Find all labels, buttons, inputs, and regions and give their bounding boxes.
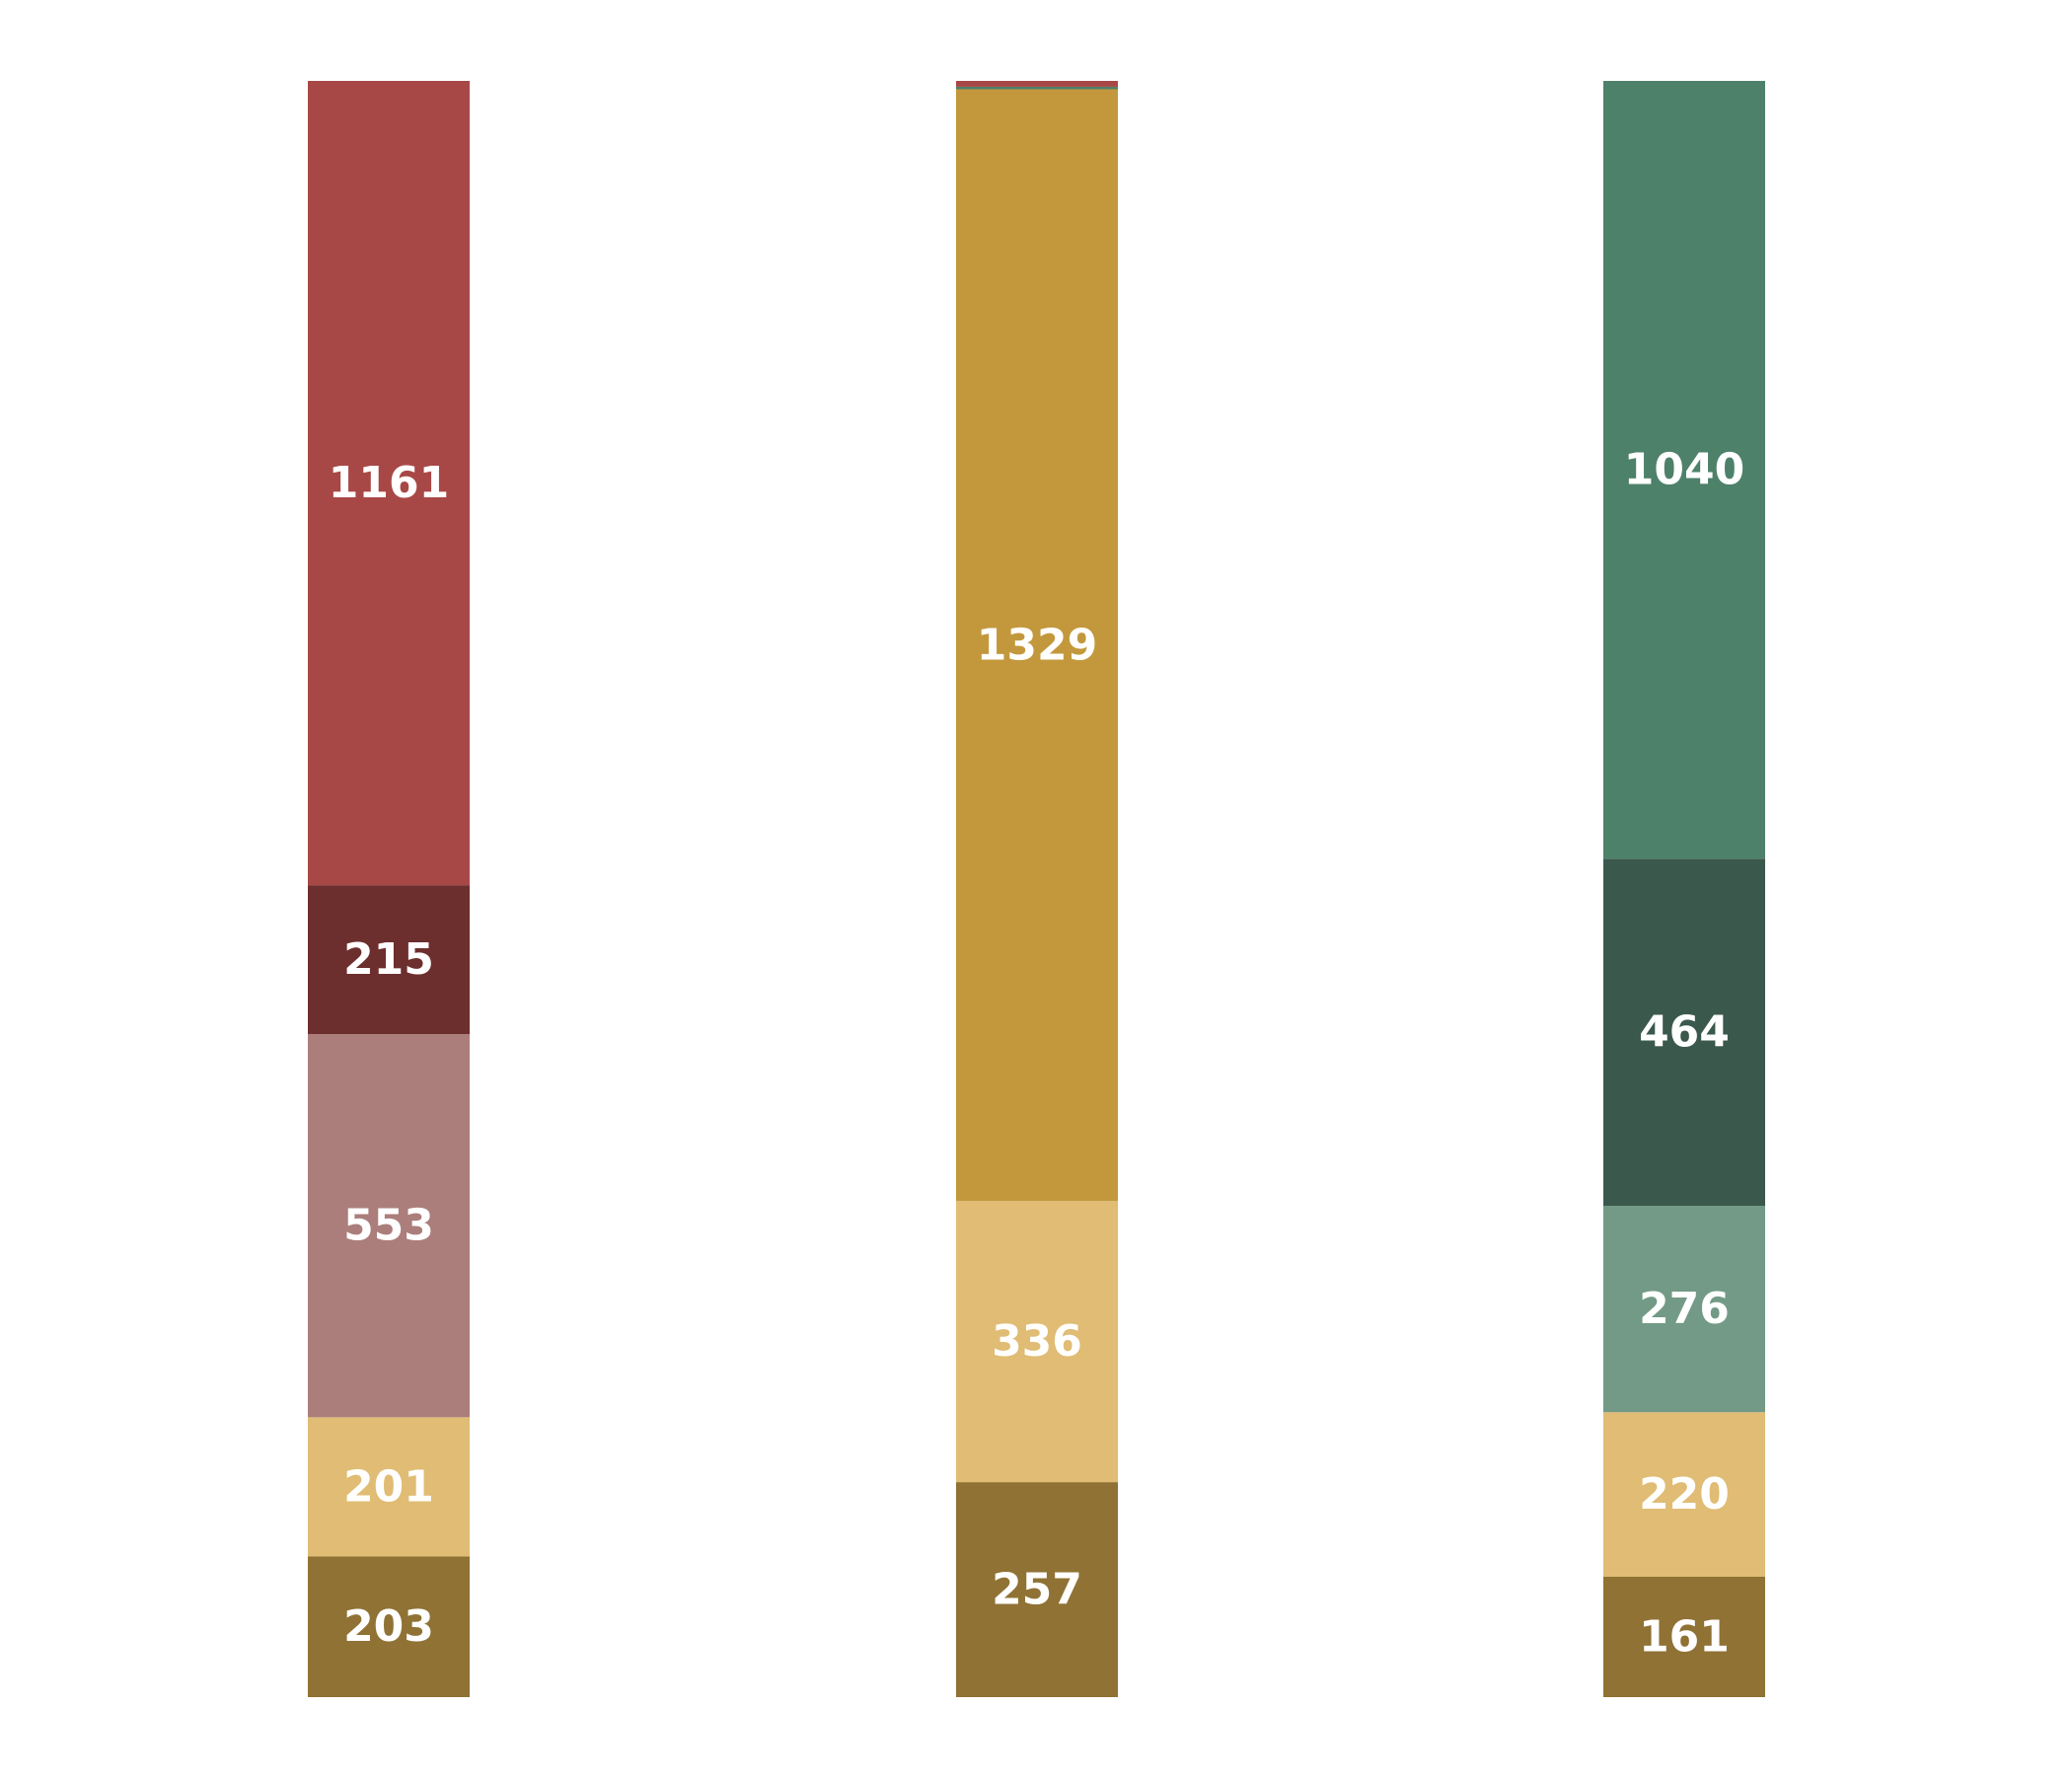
data-label: 1161 (329, 458, 449, 508)
bar-stack-3: 161 220 276 464 1040 (1603, 81, 1765, 1697)
bar-segment (1603, 1206, 1765, 1413)
data-label: 257 (992, 1565, 1082, 1615)
bar-segment (308, 1556, 470, 1697)
data-label: 220 (1639, 1469, 1730, 1520)
bar-segment (956, 1482, 1118, 1697)
data-label: 161 (1639, 1611, 1730, 1662)
data-label: 215 (343, 934, 434, 985)
bar-segment (1603, 81, 1765, 859)
data-label: 553 (343, 1201, 434, 1251)
data-label: 464 (1639, 1007, 1730, 1058)
bar-segment (308, 885, 470, 1035)
bar-segment (1603, 858, 1765, 1207)
bar-segment (956, 86, 1118, 90)
bar-segment (1603, 1576, 1765, 1697)
data-label: 1040 (1624, 445, 1744, 495)
bar-segment (1603, 1412, 1765, 1577)
data-label: 203 (343, 1601, 434, 1652)
bar-segment (956, 1201, 1118, 1483)
data-label: 201 (343, 1461, 434, 1512)
data-label: 336 (992, 1316, 1082, 1367)
bar-segment (308, 1417, 470, 1557)
data-label: 276 (1639, 1284, 1730, 1334)
bar-segment (956, 89, 1118, 1202)
bar-stack-2: 257 336 1329 (956, 81, 1118, 1697)
bar-stack-1: 203 201 553 215 1161 (308, 81, 470, 1697)
bar-segment (308, 81, 470, 886)
bar-segment (308, 1034, 470, 1418)
data-label: 1329 (977, 620, 1097, 670)
bar-segment (956, 81, 1118, 87)
